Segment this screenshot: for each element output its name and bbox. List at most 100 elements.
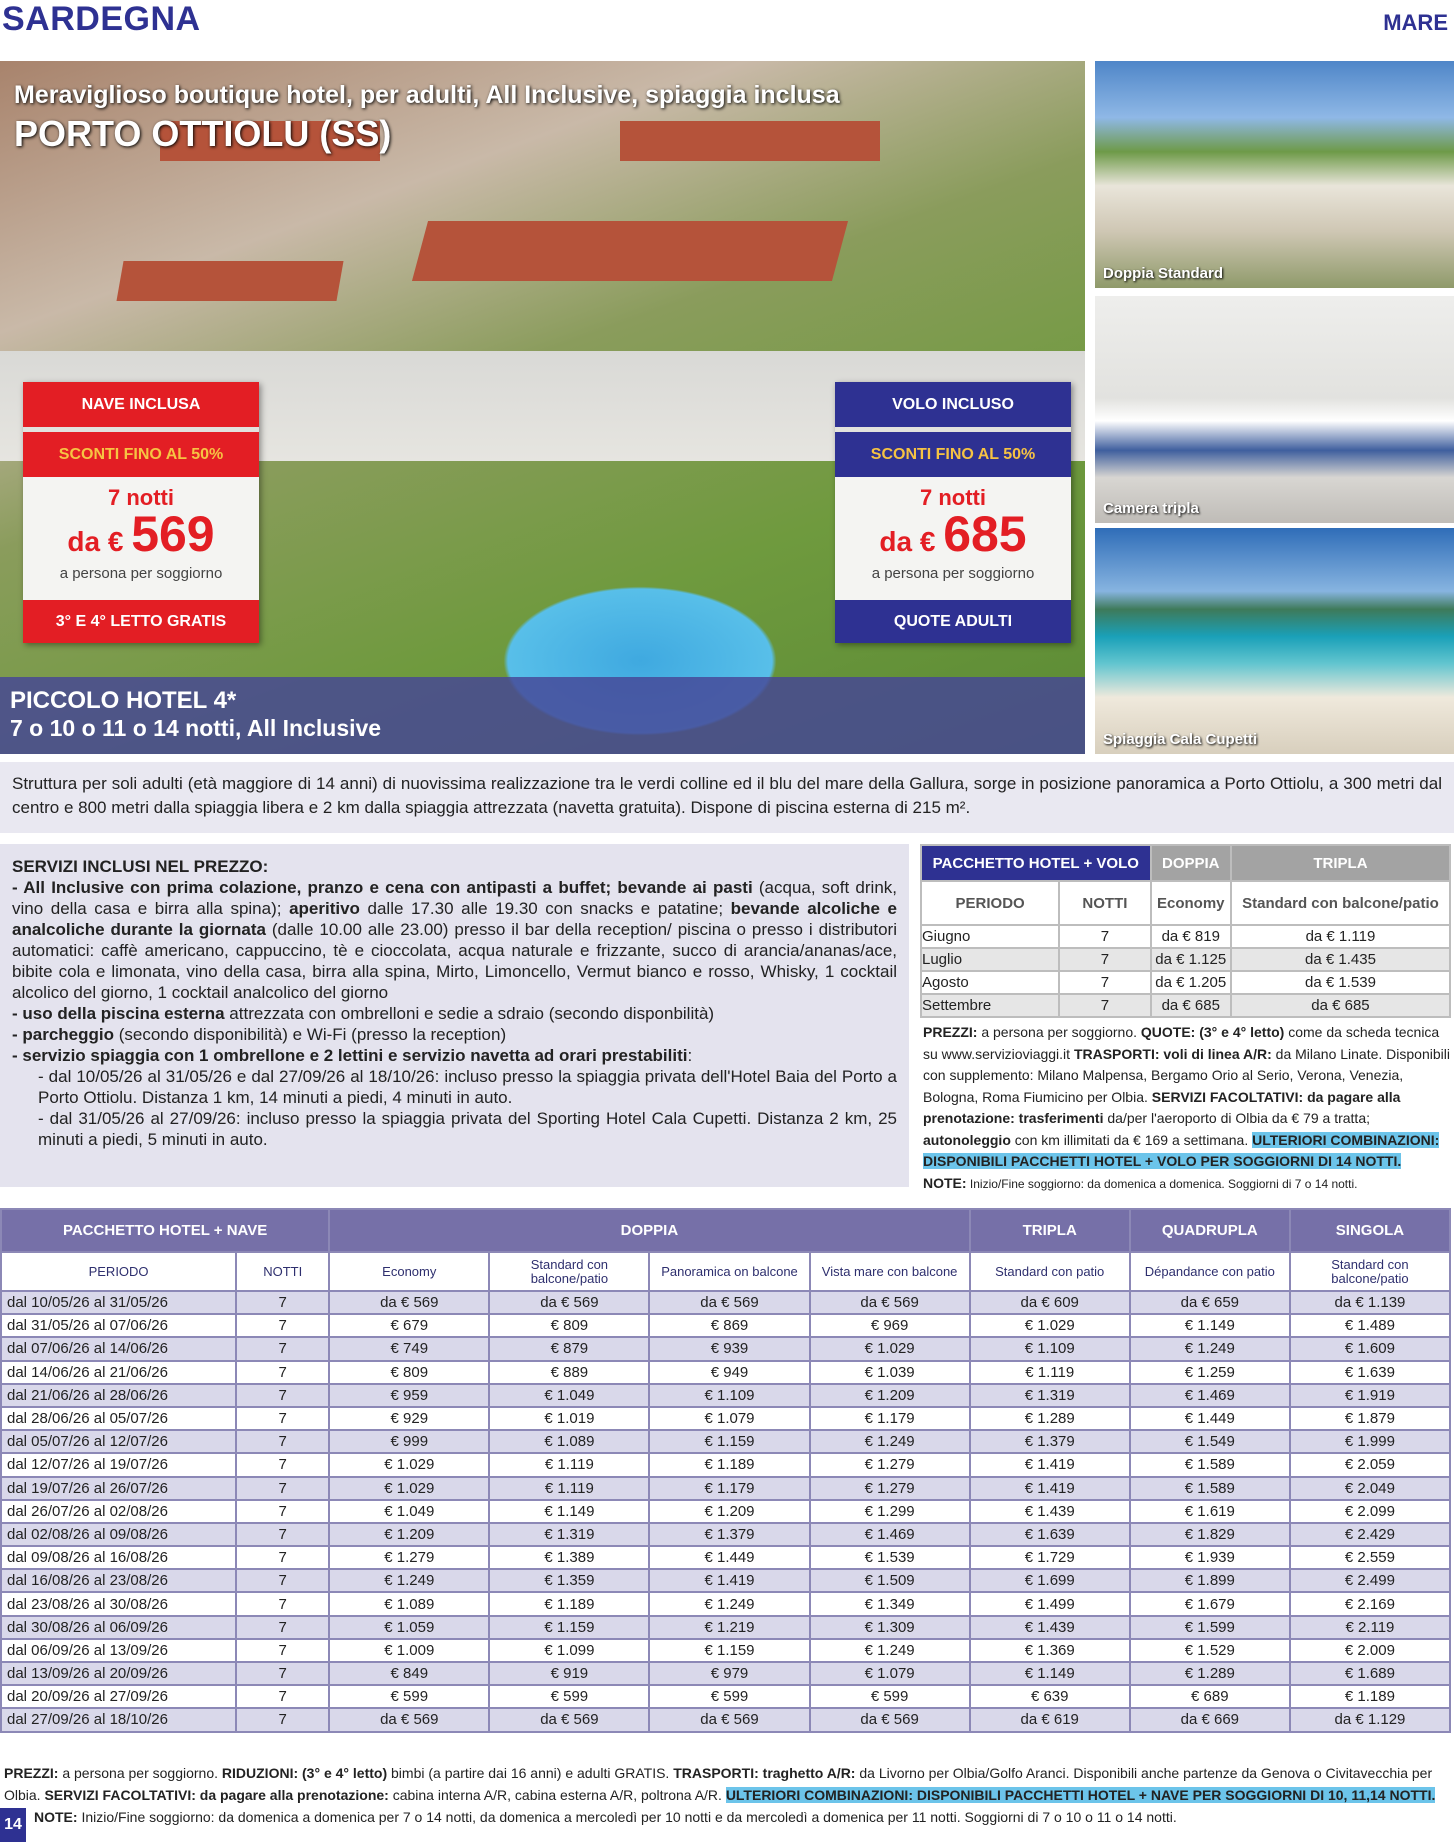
service-item: - uso della piscina esterna xyxy=(12,1004,225,1023)
table-row: dal 14/06/26 al 21/06/26 7 € 809 € 889 € 949… xyxy=(0,1359,1452,1385)
table-cell: € 1.999 xyxy=(1288,1429,1452,1455)
table-cell: dal 09/08/26 al 16/08/26 xyxy=(0,1545,238,1571)
table-cell: € 1.309 xyxy=(808,1614,971,1640)
table-cell: € 1.489 xyxy=(1288,1313,1452,1339)
table-row: dal 06/09/26 al 13/09/26 7 € 1.009 € 1.099 €… xyxy=(0,1637,1452,1664)
service-text: (secondo disponibilità) e Wi-Fi (presso … xyxy=(114,1025,507,1044)
table-row: dal 13/09/26 al 20/09/26 7 € 849 € 919 € 979… xyxy=(0,1660,1452,1687)
table-cell: € 1.259 xyxy=(1128,1359,1291,1385)
note-text: Inizio/Fine soggiorno: da domenica a dom… xyxy=(77,1809,1177,1825)
table-cell: € 1.189 xyxy=(488,1591,651,1617)
table-cell: € 1.679 xyxy=(1128,1591,1291,1617)
table-cell: € 1.149 xyxy=(968,1660,1131,1687)
table-cell: da € 569 xyxy=(488,1289,651,1316)
group-header: DOPPIA xyxy=(1149,844,1232,882)
group-header: TRIPLA xyxy=(968,1208,1131,1253)
table-cell: € 929 xyxy=(328,1405,491,1432)
table-cell: dal 21/06/26 al 28/06/26 xyxy=(0,1382,238,1408)
column-header: Standard con balcone/patio xyxy=(1288,1251,1452,1292)
photo-caption: Doppia Standard xyxy=(1103,265,1224,282)
table-cell: € 1.009 xyxy=(328,1637,491,1664)
column-header: NOTTI xyxy=(1058,880,1152,926)
offer-per: a persona per soggiorno xyxy=(59,565,223,582)
table-cell: 7 xyxy=(235,1660,331,1687)
table-cell: € 2.009 xyxy=(1288,1637,1452,1664)
offer-volo-box: VOLO INCLUSO SCONTI FINO AL 50% 7 notti … xyxy=(835,382,1071,643)
table-cell: € 809 xyxy=(328,1359,491,1385)
services-box: SERVIZI INCLUSI NEL PREZZO: - All Inclus… xyxy=(0,844,909,1187)
table-cell: € 1.039 xyxy=(808,1359,971,1385)
nave-price-table: PACCHETTO HOTEL + NAVE DOPPIA TRIPLA QUA… xyxy=(0,1208,1452,1733)
service-item: - parcheggio xyxy=(12,1025,115,1044)
note-text: da Milano Linate. Disponibili con supple… xyxy=(923,1045,1450,1105)
table-cell: da € 1.119 xyxy=(1229,924,1452,949)
table-cell: Agosto xyxy=(919,970,1061,995)
table-cell: € 1.029 xyxy=(328,1475,491,1501)
table-cell: € 1.439 xyxy=(968,1614,1131,1640)
offer-banner: VOLO INCLUSO xyxy=(835,382,1071,427)
note-label: PREZZI: xyxy=(4,1765,59,1781)
note-highlight: ULTERIORI COMBINAZIONI: DISPONIBILI PACC… xyxy=(725,1787,1436,1803)
table-cell: 7 xyxy=(235,1568,331,1594)
note-label: TRASPORTI: traghetto A/R: xyxy=(673,1765,856,1781)
column-header: Economy xyxy=(328,1251,491,1292)
table-cell: € 2.059 xyxy=(1288,1452,1452,1478)
page-number: 14 xyxy=(0,1808,26,1842)
table-row: Settembre 7 da € 685 da € 685 xyxy=(919,993,1452,1018)
group-header: TRIPLA xyxy=(1229,844,1452,882)
table-cell: da € 1.435 xyxy=(1229,947,1452,972)
table-row: dal 02/08/26 al 09/08/26 7 € 1.209 € 1.319 €… xyxy=(0,1521,1452,1548)
table-cell: € 1.879 xyxy=(1288,1405,1452,1432)
table-cell: 7 xyxy=(235,1405,331,1432)
table-cell: € 1.699 xyxy=(968,1568,1131,1594)
table-row: dal 28/06/26 al 05/07/26 7 € 929 € 1.019 € 1… xyxy=(0,1405,1452,1432)
table-cell: € 1.469 xyxy=(808,1521,971,1548)
photo-spiaggia: Spiaggia Cala Cupetti xyxy=(1095,528,1454,754)
table-cell: € 1.149 xyxy=(488,1498,651,1524)
table-cell: € 1.089 xyxy=(488,1429,651,1455)
table-cell: € 1.219 xyxy=(648,1614,811,1640)
table-cell: € 1.939 xyxy=(1128,1545,1291,1571)
column-header: NOTTI xyxy=(235,1251,331,1292)
table-cell: 7 xyxy=(235,1521,331,1548)
table-cell: da € 1.129 xyxy=(1288,1707,1452,1733)
table-cell: € 1.119 xyxy=(488,1452,651,1478)
table-row: dal 20/09/26 al 27/09/26 7 € 599 € 599 € 599… xyxy=(0,1684,1452,1710)
table-cell: € 1.059 xyxy=(328,1614,491,1640)
table-cell: € 1.279 xyxy=(808,1452,971,1478)
table-cell: € 2.049 xyxy=(1288,1475,1452,1501)
table-cell: € 869 xyxy=(648,1313,811,1339)
table-cell: € 1.209 xyxy=(328,1521,491,1548)
table-cell: da € 659 xyxy=(1128,1289,1291,1316)
table-cell: € 1.379 xyxy=(968,1429,1131,1455)
table-cell: € 969 xyxy=(808,1313,971,1339)
offer-prefix: da € xyxy=(67,526,124,557)
offer-discount: SCONTI FINO AL 50% xyxy=(835,432,1071,477)
table-cell: 7 xyxy=(235,1336,331,1362)
table-cell: da € 685 xyxy=(1149,993,1232,1018)
table-cell: € 1.159 xyxy=(488,1614,651,1640)
table-cell: Giugno xyxy=(919,924,1061,949)
table-row: dal 07/06/26 al 14/06/26 7 € 749 € 879 € 939… xyxy=(0,1336,1452,1362)
table-cell: € 1.549 xyxy=(1128,1429,1291,1455)
hero-title: PORTO OTTIOLU (SS) xyxy=(14,113,392,154)
table-cell: € 1.089 xyxy=(328,1591,491,1617)
table-cell: € 1.249 xyxy=(1128,1336,1291,1362)
table-cell: € 1.099 xyxy=(488,1637,651,1664)
volo-notes: PREZZI: a persona per soggiorno. QUOTE: … xyxy=(923,1022,1451,1195)
table-cell: € 679 xyxy=(328,1313,491,1339)
service-text: dalle 17.30 alle 19.30 con snacks e pata… xyxy=(359,899,731,918)
table-row: dal 27/09/26 al 18/10/26 7 da € 569 da € 56… xyxy=(0,1707,1452,1733)
table-cell: 7 xyxy=(235,1545,331,1571)
table-row: dal 26/07/26 al 02/08/26 7 € 1.049 € 1.149 €… xyxy=(0,1498,1452,1524)
table-cell: € 1.109 xyxy=(968,1336,1131,1362)
table-cell: € 1.359 xyxy=(488,1568,651,1594)
offer-discount: SCONTI FINO AL 50% xyxy=(23,432,259,477)
table-cell: € 1.609 xyxy=(1288,1336,1452,1362)
table-cell: € 1.209 xyxy=(648,1498,811,1524)
table-cell: € 1.079 xyxy=(648,1405,811,1432)
table-cell: dal 06/09/26 al 13/09/26 xyxy=(0,1637,238,1664)
table-cell: € 1.639 xyxy=(1288,1359,1452,1385)
category-label: MARE xyxy=(1383,10,1448,35)
service-text: (dalle 10.00 alle 23.00) presso il bar d… xyxy=(12,920,897,1002)
